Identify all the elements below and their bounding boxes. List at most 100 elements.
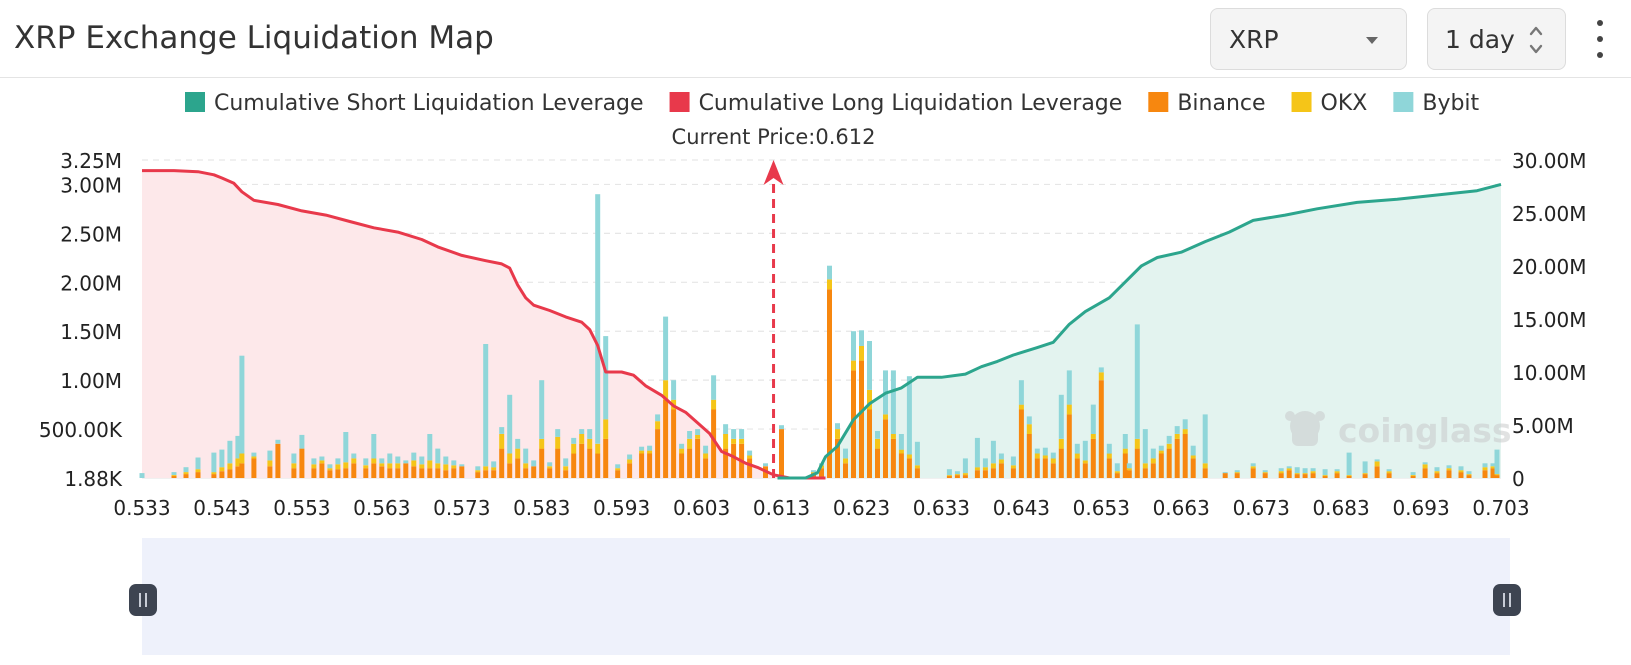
bar-binance (1334, 473, 1340, 478)
bar-binance (507, 463, 513, 478)
bar-okx (1042, 455, 1048, 459)
more-menu-icon[interactable] (1594, 20, 1606, 60)
bar-binance (1490, 468, 1496, 478)
bar-binance (731, 443, 737, 478)
bar-binance (327, 470, 333, 478)
bar-bybit (1134, 324, 1140, 439)
bar-binance (1174, 438, 1180, 478)
bar-bybit (1410, 472, 1416, 475)
bar-binance (1278, 473, 1284, 478)
bar-bybit (587, 429, 593, 439)
short-cumulative-line (777, 182, 1502, 480)
bar-bybit (555, 429, 561, 437)
bar-binance (531, 466, 537, 478)
bar-okx (239, 453, 245, 464)
bar-okx (875, 438, 880, 449)
bar-binance (351, 463, 357, 478)
bar-bybit (679, 443, 685, 449)
bar-binance (1034, 458, 1040, 478)
bar-okx (867, 389, 872, 410)
bar-binance (1058, 448, 1064, 478)
long-cumulative-line (142, 169, 826, 480)
bar-binance (595, 453, 601, 478)
bar-bybit (387, 453, 393, 464)
bar-binance (363, 468, 369, 478)
bar-binance (1142, 468, 1148, 478)
slider-handle-left[interactable] (129, 584, 157, 616)
bar-binance (723, 448, 729, 478)
arrow-up-icon (763, 160, 784, 185)
bar-okx (843, 458, 848, 464)
bar-okx (351, 458, 357, 464)
bar-okx (363, 465, 369, 469)
bar-binance (647, 453, 653, 478)
bar-okx (1262, 472, 1268, 474)
legend-swatch-bybit (1393, 92, 1414, 112)
bar-binance (1018, 409, 1024, 478)
bar-bybit (1202, 414, 1208, 464)
bar-bybit (739, 429, 745, 439)
bar-binance (275, 443, 281, 478)
bar-binance (974, 470, 980, 478)
x-axis-tick: 0.673 (1233, 496, 1290, 520)
bar-okx (687, 438, 693, 449)
bar-okx (647, 450, 653, 454)
legend-swatch-long (669, 92, 690, 112)
bar-okx (1058, 438, 1064, 449)
bar-binance (1362, 474, 1368, 478)
bar-okx (1026, 424, 1032, 434)
bar-binance (427, 468, 433, 478)
bar-binance (747, 458, 753, 478)
bar-bybit (1182, 419, 1188, 430)
slider-handle-right[interactable] (1493, 584, 1521, 616)
bar-binance (1234, 473, 1240, 478)
bar-bybit (898, 434, 904, 450)
bar-okx (1166, 443, 1172, 449)
bar-bybit (615, 464, 621, 469)
bar-bybit (1114, 463, 1120, 472)
bar-binance (1166, 448, 1172, 478)
bar-bybit (219, 449, 225, 468)
bar-bybit (371, 434, 377, 459)
bar-binance (1262, 473, 1268, 478)
bar-bybit (363, 458, 369, 466)
bar-binance (547, 468, 553, 478)
bar-okx (1494, 474, 1500, 476)
bar-binance (1482, 470, 1488, 478)
bar-okx (859, 345, 864, 361)
right-axis-tick: 5.00M (1512, 414, 1574, 438)
bar-binance (1346, 476, 1352, 478)
x-axis-labels: 0.533 0.543 0.553 0.563 0.573 0.583 0.593 0.603… (113, 496, 1529, 520)
bar-binance (1202, 468, 1208, 478)
bar-binance (703, 458, 709, 478)
bar-binance (587, 448, 593, 478)
symbol-select[interactable]: XRP (1210, 8, 1407, 70)
bar-binance (1010, 468, 1016, 478)
bar-bybit (1150, 448, 1156, 459)
right-axis-tick: 25.00M (1512, 202, 1587, 226)
bar-bybit (1190, 445, 1196, 456)
legend-label-short: Cumulative Short Liquidation Leverage (214, 91, 644, 116)
range-slider-track[interactable] (142, 538, 1510, 655)
cumulative-lines (142, 169, 1502, 480)
bar-okx (1202, 463, 1208, 469)
bar-bybit (1286, 466, 1292, 469)
bar-binance (1042, 458, 1048, 478)
range-slider[interactable] (129, 538, 1521, 655)
bar-binance (603, 438, 609, 478)
bar-binance (1050, 463, 1056, 478)
bar-okx (835, 429, 840, 439)
bar-binance (627, 463, 633, 478)
bar-binance (1294, 474, 1300, 478)
bar-binance (571, 453, 577, 478)
bar-bybit (419, 456, 425, 465)
bar-bybit (1166, 435, 1172, 444)
right-axis-tick: 15.00M (1512, 308, 1587, 332)
x-axis-tick: 0.683 (1312, 496, 1369, 520)
bar-bybit (395, 456, 401, 464)
bar-bybit (1494, 449, 1500, 475)
x-axis-tick: 0.533 (113, 496, 170, 520)
range-select[interactable]: 1 day (1427, 8, 1566, 70)
bar-bybit (627, 454, 633, 460)
bar-binance (1422, 468, 1428, 478)
